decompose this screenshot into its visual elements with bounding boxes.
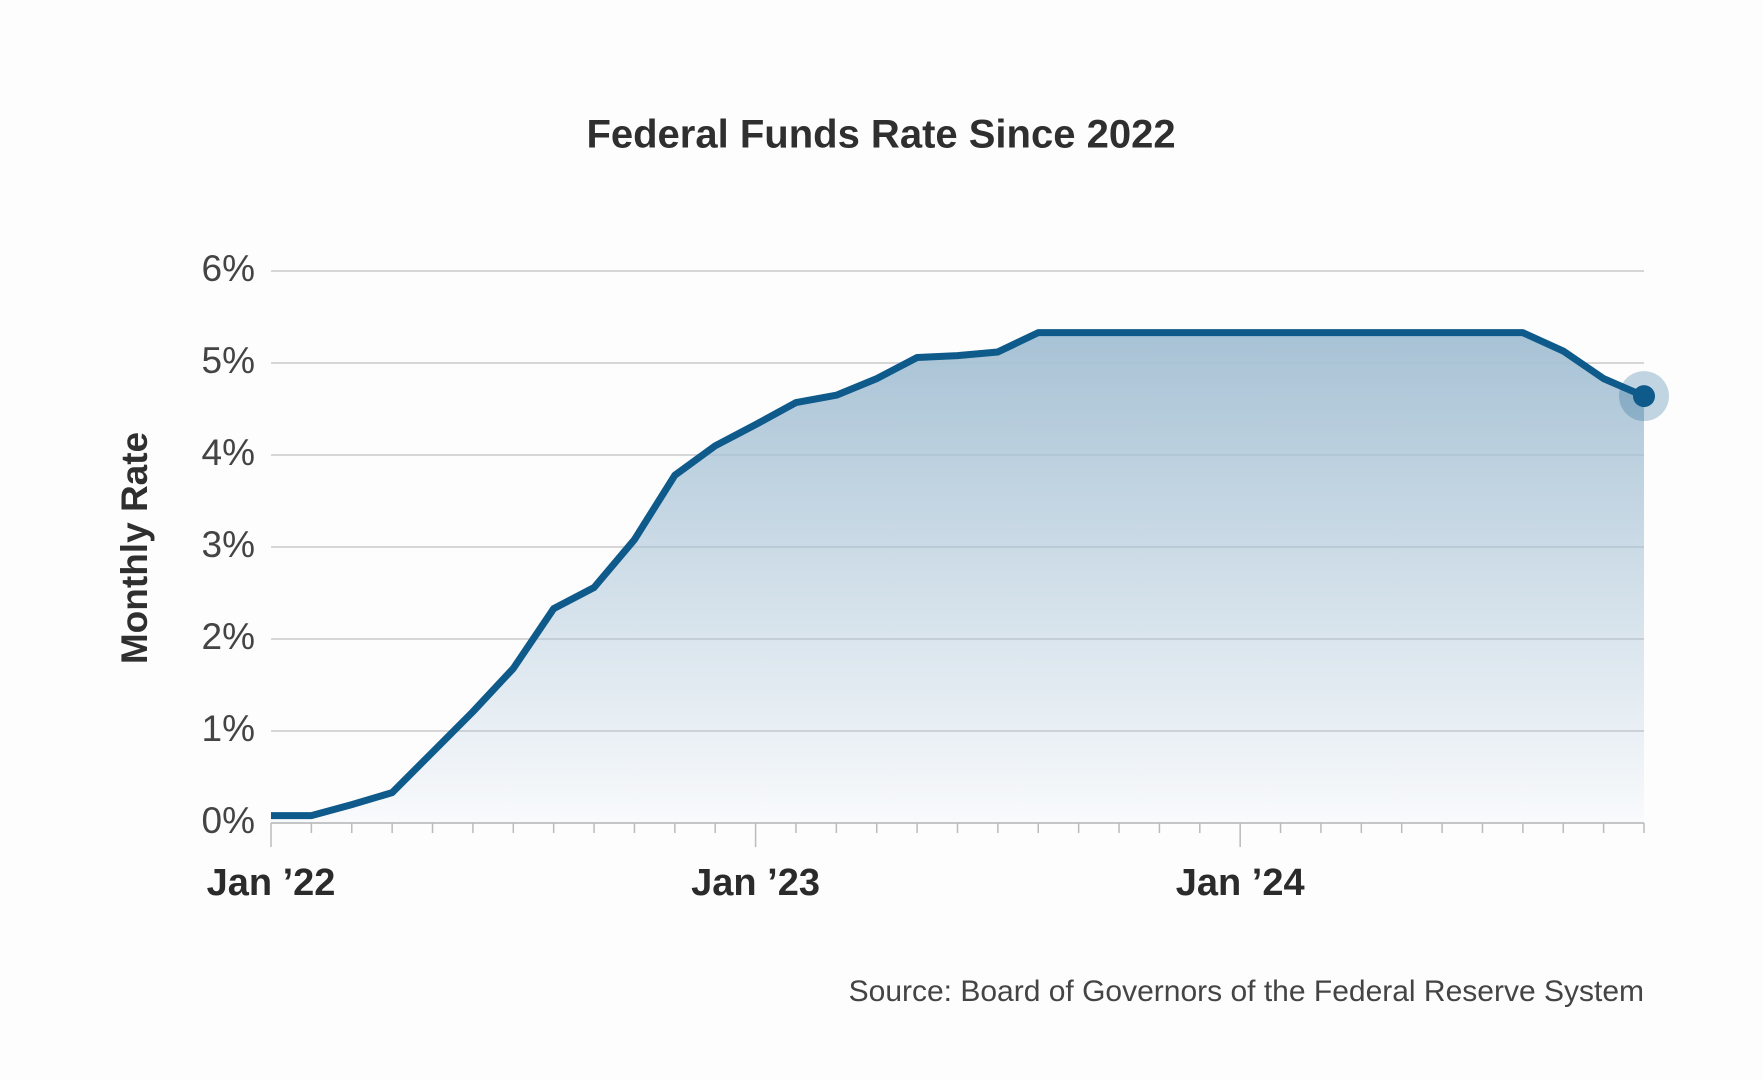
x-tick-label: Jan ’22 bbox=[207, 862, 336, 904]
y-axis-label: Monthly Rate bbox=[114, 432, 155, 664]
y-tick-label: 0% bbox=[202, 800, 255, 841]
y-tick-label: 5% bbox=[202, 340, 255, 381]
y-tick-label: 1% bbox=[202, 708, 255, 749]
area-fill bbox=[271, 332, 1644, 823]
x-tick-label: Jan ’23 bbox=[691, 862, 820, 904]
chart-title: Federal Funds Rate Since 2022 bbox=[586, 113, 1175, 157]
y-tick-label: 4% bbox=[202, 432, 255, 473]
x-tick-label: Jan ’24 bbox=[1176, 862, 1305, 904]
y-tick-label: 6% bbox=[202, 248, 255, 289]
y-tick-label: 2% bbox=[202, 616, 255, 657]
rate-line bbox=[271, 329, 1646, 820]
y-tick-label: 3% bbox=[202, 524, 255, 565]
source-note: Source: Board of Governors of the Federa… bbox=[849, 975, 1644, 1008]
end-point bbox=[1633, 385, 1655, 408]
